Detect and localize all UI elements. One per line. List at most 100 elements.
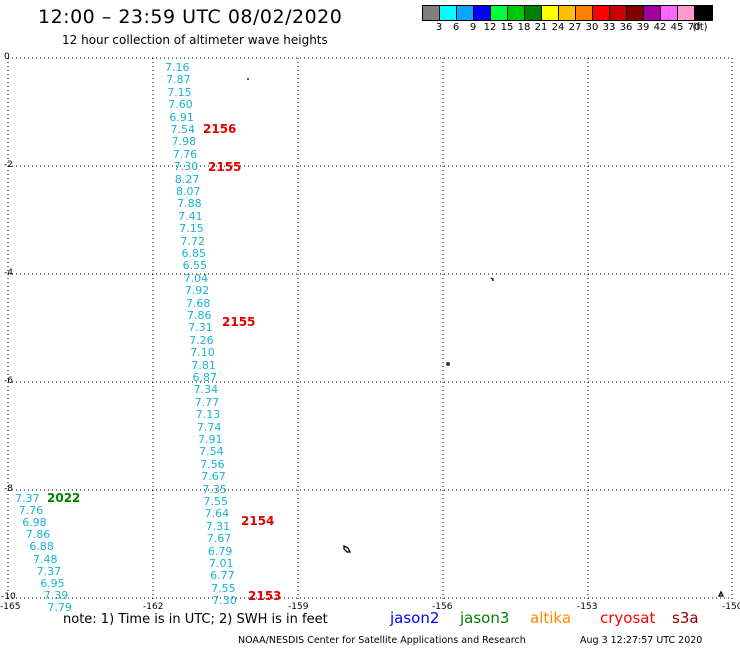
wave-height-value: 7.68: [185, 296, 211, 310]
legend-tick-label: 36: [619, 22, 633, 33]
wave-height-value: 6.88: [29, 540, 54, 554]
satellite-name-jason2: jason2: [390, 609, 440, 627]
wave-height-value: 7.31: [205, 519, 231, 533]
wave-height-value: 8.07: [176, 185, 201, 198]
latitude-label: -10: [1, 592, 16, 602]
legend-tick-label: (ft): [692, 22, 708, 33]
wave-height-value: 7.87: [166, 73, 191, 87]
map-subtitle: 12 hour collection of altimeter wave hei…: [62, 33, 328, 47]
legend-tick-label: 27: [568, 22, 582, 33]
wave-height-value: 7.56: [200, 457, 225, 471]
wave-height-value: 8.27: [174, 172, 200, 186]
legend-tick-label: 70: [687, 22, 701, 33]
wave-height-value: 7.30: [212, 594, 237, 608]
legend-swatch: [559, 6, 576, 20]
legend-tick-label: 45: [670, 22, 684, 33]
wave-height-value: 7.26: [189, 333, 214, 347]
wave-height-value: 7.10: [190, 346, 215, 360]
satellite-name-jason3: jason3: [460, 609, 510, 627]
satellite-name-cryosat: cryosat: [600, 609, 656, 627]
wave-height-value: 6.77: [210, 569, 235, 583]
wave-height-value: 7.30: [173, 160, 199, 174]
wave-height-value: 7.01: [209, 557, 234, 570]
legend-swatch: [508, 6, 525, 20]
wave-height-value: 7.31: [188, 321, 213, 335]
legend-tick-label: 33: [602, 22, 616, 33]
longitude-label: -165: [0, 602, 21, 612]
legend-tick-label: 3: [435, 22, 443, 33]
wave-height-value: 7.34: [193, 383, 219, 397]
pass-time-label: 2022: [47, 491, 81, 505]
wave-height-value: 7.74: [196, 420, 222, 434]
generation-timestamp: Aug 3 12:27:57 UTC 2020: [580, 635, 703, 646]
satellite-name-altika: altika: [530, 609, 572, 627]
wave-height-value: 7.16: [165, 61, 190, 74]
legend-tick-label: 39: [636, 22, 650, 33]
wave-height-value: 7.92: [184, 284, 210, 298]
legend-swatch: [627, 6, 644, 20]
wave-height-value: 7.39: [43, 588, 69, 602]
wave-height-value: 7.37: [36, 564, 62, 578]
wave-height-value: 7.88: [177, 197, 202, 211]
wave-height-value: 7.67: [201, 470, 226, 484]
wave-height-value: 7.15: [179, 222, 204, 236]
island-marker: [446, 362, 450, 366]
footnote: note: 1) Time is in UTC; 2) SWH is in fe…: [63, 612, 328, 627]
legend-swatch: [423, 6, 440, 20]
wave-height-value: 6.85: [181, 247, 207, 260]
credit-line: NOAA/NESDIS Center for Satellite Applica…: [238, 635, 526, 646]
wave-height-value: 7.35: [202, 482, 227, 496]
island-marker: [717, 590, 725, 597]
legend-swatch: [525, 6, 542, 20]
legend-swatch: [576, 6, 593, 20]
pass-time-label: 2153: [248, 589, 282, 603]
latitude-label: -8: [4, 484, 13, 494]
wave-height-value: 7.41: [178, 209, 203, 223]
pass-time-label: 2154: [241, 514, 275, 528]
legend-tick-label: 21: [534, 22, 548, 33]
legend-swatch: [440, 6, 457, 20]
wave-height-value: 7.76: [18, 504, 44, 518]
legend-swatch: [491, 6, 508, 20]
pass-time-label: 2155: [222, 315, 256, 329]
wave-height-value: 7.37: [15, 492, 40, 505]
wave-height-value: 7.77: [194, 395, 220, 409]
wave-height-value: 7.86: [25, 528, 51, 542]
wave-height-value: 6.95: [40, 576, 65, 590]
longitude-label: -150: [722, 602, 740, 612]
legend-swatch: [678, 6, 695, 20]
legend-swatch: [695, 6, 712, 20]
wave-height-value: 7.76: [172, 147, 198, 161]
wave-height-value: 7.13: [195, 408, 221, 422]
longitude-label: -159: [288, 602, 309, 612]
legend-tick-label: 15: [500, 22, 514, 33]
wave-height-value: 7.55: [203, 495, 229, 508]
island-marker: [490, 277, 494, 281]
legend-tick-label: 18: [517, 22, 531, 33]
wave-height-value: 6.98: [22, 516, 47, 530]
wave-height-value: 7.48: [33, 552, 58, 566]
map-title: 12:00 – 23:59 UTC 08/02/2020: [38, 6, 343, 28]
longitude-label: -153: [577, 602, 598, 612]
wave-height-value: 7.55: [211, 581, 236, 595]
legend-tick-label: 30: [585, 22, 599, 33]
latitude-label: -6: [4, 376, 13, 386]
wave-height-value: 7.54: [199, 445, 224, 459]
legend-tick-label: 6: [452, 22, 460, 33]
wave-height-value: 7.15: [167, 85, 192, 99]
wave-height-value: 7.67: [206, 532, 232, 546]
island-marker: [343, 544, 352, 553]
wave-height-value: 7.64: [204, 507, 230, 521]
legend-swatch: [644, 6, 661, 20]
color-scale-legend: [422, 5, 713, 21]
wave-height-value: 7.86: [187, 309, 212, 322]
satellite-name-s3a: s3a: [672, 609, 699, 627]
wave-height-value: 7.98: [171, 135, 197, 149]
wave-height-value: 7.60: [168, 98, 193, 112]
legend-swatch: [542, 6, 559, 20]
wave-height-value: 7.54: [170, 123, 196, 136]
pass-time-label: 2155: [208, 160, 242, 174]
legend-swatch: [593, 6, 610, 20]
longitude-label: -156: [432, 602, 453, 612]
wave-height-value: 6.55: [182, 259, 208, 273]
